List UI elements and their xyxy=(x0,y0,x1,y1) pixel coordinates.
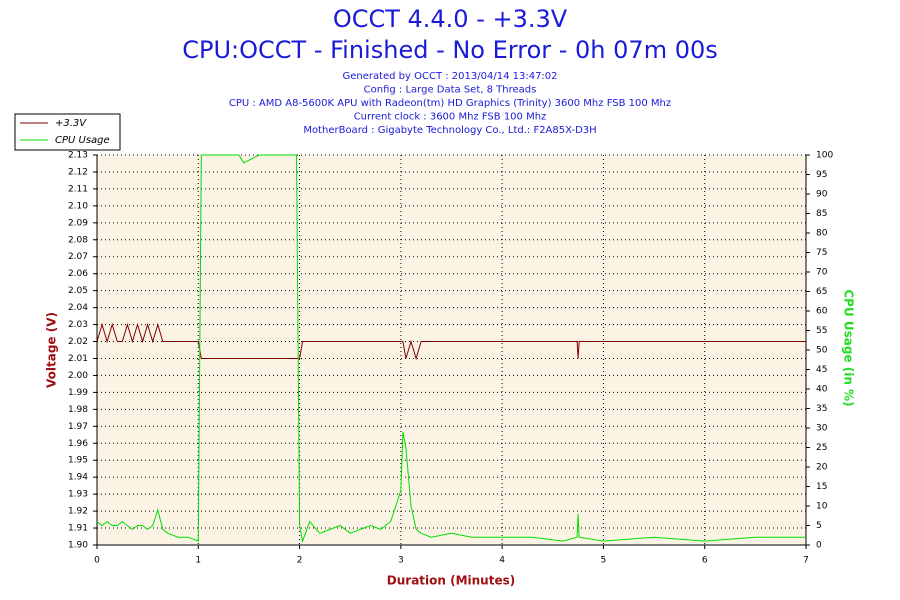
y2-tick-label: 20 xyxy=(816,463,828,473)
x-axis-label: Duration (Minutes) xyxy=(387,574,515,588)
legend-label: CPU Usage xyxy=(55,135,110,146)
x-tick-label: 0 xyxy=(94,556,100,566)
y2-tick-label: 35 xyxy=(816,404,827,414)
y-tick-label: 2.02 xyxy=(68,337,88,347)
y2-tick-label: 50 xyxy=(816,346,828,356)
y-tick-label: 1.96 xyxy=(68,439,88,449)
y2-tick-label: 80 xyxy=(816,229,828,239)
chart-title: OCCT 4.4.0 - +3.3V xyxy=(333,5,568,33)
y-tick-label: 2.05 xyxy=(68,286,88,296)
y-tick-label: 1.92 xyxy=(68,507,88,517)
y2-tick-label: 15 xyxy=(816,482,827,492)
y2-tick-label: 10 xyxy=(816,502,828,512)
y-tick-label: 2.08 xyxy=(68,235,88,245)
legend-box xyxy=(14,113,121,151)
y2-tick-label: 70 xyxy=(816,268,828,278)
info-line: CPU : AMD A8-5600K APU with Radeon(tm) H… xyxy=(229,98,671,109)
info-line: Current clock : 3600 Mhz FSB 100 Mhz xyxy=(354,112,547,123)
series-line xyxy=(96,322,806,361)
y-tick-label: 1.90 xyxy=(68,541,88,551)
y-tick-label: 2.10 xyxy=(68,201,88,211)
y-tick-label: 2.04 xyxy=(68,303,88,313)
info-line: Config : Large Data Set, 8 Threads xyxy=(364,85,537,96)
y-tick-label: 1.97 xyxy=(68,422,88,432)
y-tick-label: 2.01 xyxy=(68,354,88,364)
y2-axis-label: CPU Usage (in %) xyxy=(842,289,856,406)
y-tick-label: 1.93 xyxy=(68,490,88,500)
series-line xyxy=(96,154,806,543)
legend-label: +3.3V xyxy=(55,118,87,129)
info-line: MotherBoard : Gigabyte Technology Co., L… xyxy=(303,125,596,136)
x-tick-label: 7 xyxy=(803,556,809,566)
y2-tick-label: 5 xyxy=(816,521,822,531)
y2-tick-label: 25 xyxy=(816,443,827,453)
y2-tick-label: 90 xyxy=(816,190,828,200)
y2-tick-label: 40 xyxy=(816,385,828,395)
x-tick-label: 5 xyxy=(601,556,607,566)
y-tick-label: 2.11 xyxy=(68,184,88,194)
y2-tick-label: 0 xyxy=(816,541,822,551)
x-tick-label: 3 xyxy=(398,556,404,566)
plot-area xyxy=(97,155,806,545)
y2-tick-label: 45 xyxy=(816,365,827,375)
y-tick-label: 2.09 xyxy=(68,218,88,228)
y2-tick-label: 65 xyxy=(816,287,827,297)
y-tick-label: 1.98 xyxy=(68,405,88,415)
y-tick-label: 2.06 xyxy=(68,269,88,279)
x-tick-label: 6 xyxy=(702,556,708,566)
y-tick-label: 2.07 xyxy=(68,252,88,262)
y-tick-label: 1.99 xyxy=(68,388,88,398)
y-tick-label: 2.03 xyxy=(68,320,88,330)
info-line: Generated by OCCT : 2013/04/14 13:47:02 xyxy=(342,71,557,82)
y-axis-label: Voltage (V) xyxy=(45,312,59,388)
y2-tick-label: 30 xyxy=(816,424,828,434)
y2-tick-label: 75 xyxy=(816,248,827,258)
y2-tick-label: 95 xyxy=(816,170,827,180)
x-tick-label: 2 xyxy=(297,556,303,566)
y2-tick-label: 100 xyxy=(816,151,833,161)
y2-tick-label: 85 xyxy=(816,209,827,219)
y-tick-label: 1.94 xyxy=(68,473,88,483)
y-tick-label: 1.91 xyxy=(68,524,88,534)
y-tick-label: 1.95 xyxy=(68,456,88,466)
y2-tick-label: 55 xyxy=(816,326,827,336)
y2-tick-label: 60 xyxy=(816,307,828,317)
y-tick-label: 2.12 xyxy=(68,167,88,177)
x-tick-label: 1 xyxy=(195,556,201,566)
chart-subtitle: CPU:OCCT - Finished - No Error - 0h 07m … xyxy=(182,36,718,64)
x-tick-label: 4 xyxy=(499,556,505,566)
y-tick-label: 2.00 xyxy=(68,371,88,381)
y-tick-label: 2.13 xyxy=(68,151,88,161)
